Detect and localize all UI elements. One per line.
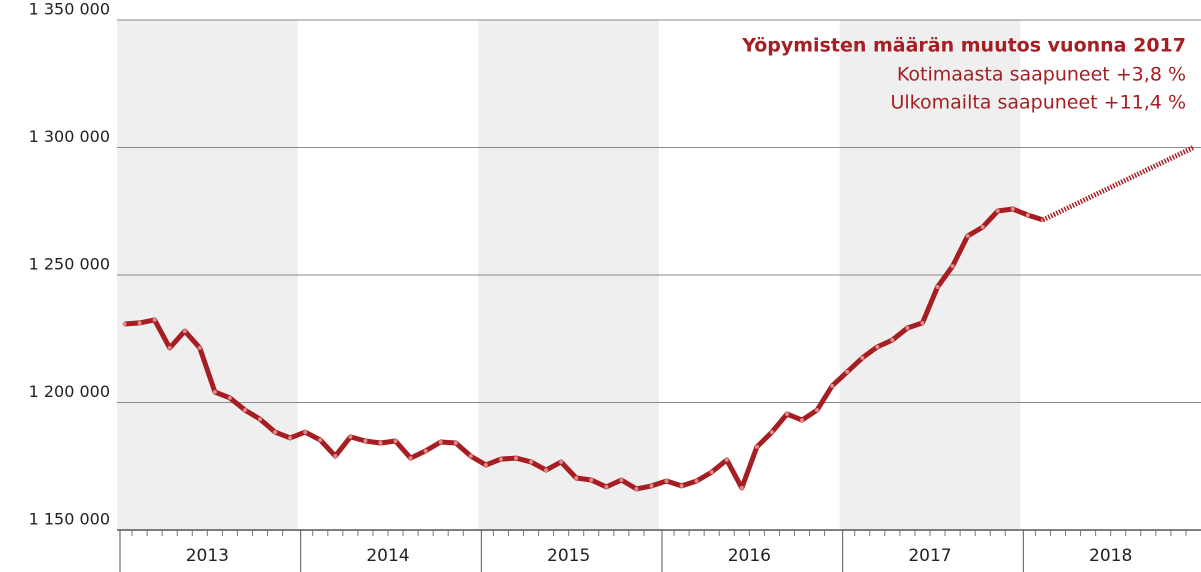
point xyxy=(137,320,142,325)
point xyxy=(529,459,534,464)
y-tick-label: 1 350 000 xyxy=(29,0,110,19)
point xyxy=(212,390,217,395)
point xyxy=(845,369,850,374)
point xyxy=(574,475,579,480)
point xyxy=(393,439,398,444)
point xyxy=(634,486,639,491)
annotation: Ulkomailta saapuneet +11,4 % xyxy=(891,92,1187,114)
annotation-title: Yöpymisten määrän muutos vuonna 2017 xyxy=(741,35,1186,57)
y-tick-label: 1 150 000 xyxy=(29,510,110,529)
point xyxy=(1010,206,1015,211)
point xyxy=(920,320,925,325)
point xyxy=(739,485,744,490)
point xyxy=(453,441,458,446)
point xyxy=(724,457,729,462)
point xyxy=(468,454,473,459)
x-tick-label: 2018 xyxy=(1089,546,1132,566)
point xyxy=(604,484,609,489)
annotation: Kotimaasta saapuneet +3,8 % xyxy=(897,64,1186,86)
point xyxy=(995,208,1000,213)
point xyxy=(709,470,714,475)
point xyxy=(965,233,970,238)
x-tick-label: 2014 xyxy=(366,546,409,566)
point xyxy=(483,462,488,467)
point xyxy=(167,345,172,350)
point xyxy=(242,408,247,413)
point xyxy=(273,430,278,435)
point xyxy=(950,264,955,269)
point xyxy=(513,456,518,461)
point xyxy=(815,408,820,413)
point xyxy=(258,417,263,422)
point xyxy=(378,441,383,446)
point xyxy=(784,411,789,416)
x-tick-label: 2015 xyxy=(547,546,590,566)
point xyxy=(860,355,865,360)
point xyxy=(649,483,654,488)
point xyxy=(408,456,413,461)
point xyxy=(679,483,684,488)
point xyxy=(122,321,127,326)
point xyxy=(498,457,503,462)
point xyxy=(800,418,805,423)
lines xyxy=(122,145,1195,492)
point xyxy=(905,326,910,331)
point xyxy=(197,345,202,350)
point xyxy=(754,444,759,449)
line-series xyxy=(124,206,1044,492)
point xyxy=(559,459,564,464)
point xyxy=(303,430,308,435)
point xyxy=(544,468,549,473)
point xyxy=(1025,213,1030,218)
point xyxy=(438,440,443,445)
point xyxy=(227,395,232,400)
y-tick-label: 1 200 000 xyxy=(29,382,110,401)
x-tick-label: 2013 xyxy=(186,546,229,566)
point xyxy=(333,454,338,459)
point xyxy=(152,317,157,322)
point xyxy=(363,439,368,444)
x-tick-label: 2017 xyxy=(908,546,951,566)
point xyxy=(348,434,353,439)
point xyxy=(619,478,624,483)
point xyxy=(935,284,940,289)
point xyxy=(875,344,880,349)
point xyxy=(589,478,594,483)
point xyxy=(980,225,985,230)
point xyxy=(890,338,895,343)
line-series xyxy=(1041,145,1195,223)
y-tick-label: 1 300 000 xyxy=(29,127,110,146)
point xyxy=(182,329,187,334)
point xyxy=(318,437,323,442)
y-tick-label: 1 250 000 xyxy=(29,255,110,274)
point xyxy=(664,479,669,484)
point xyxy=(694,479,699,484)
x-tick-label: 2016 xyxy=(728,546,771,566)
point xyxy=(769,430,774,435)
point xyxy=(423,448,428,453)
point xyxy=(830,383,835,388)
point xyxy=(288,435,293,440)
